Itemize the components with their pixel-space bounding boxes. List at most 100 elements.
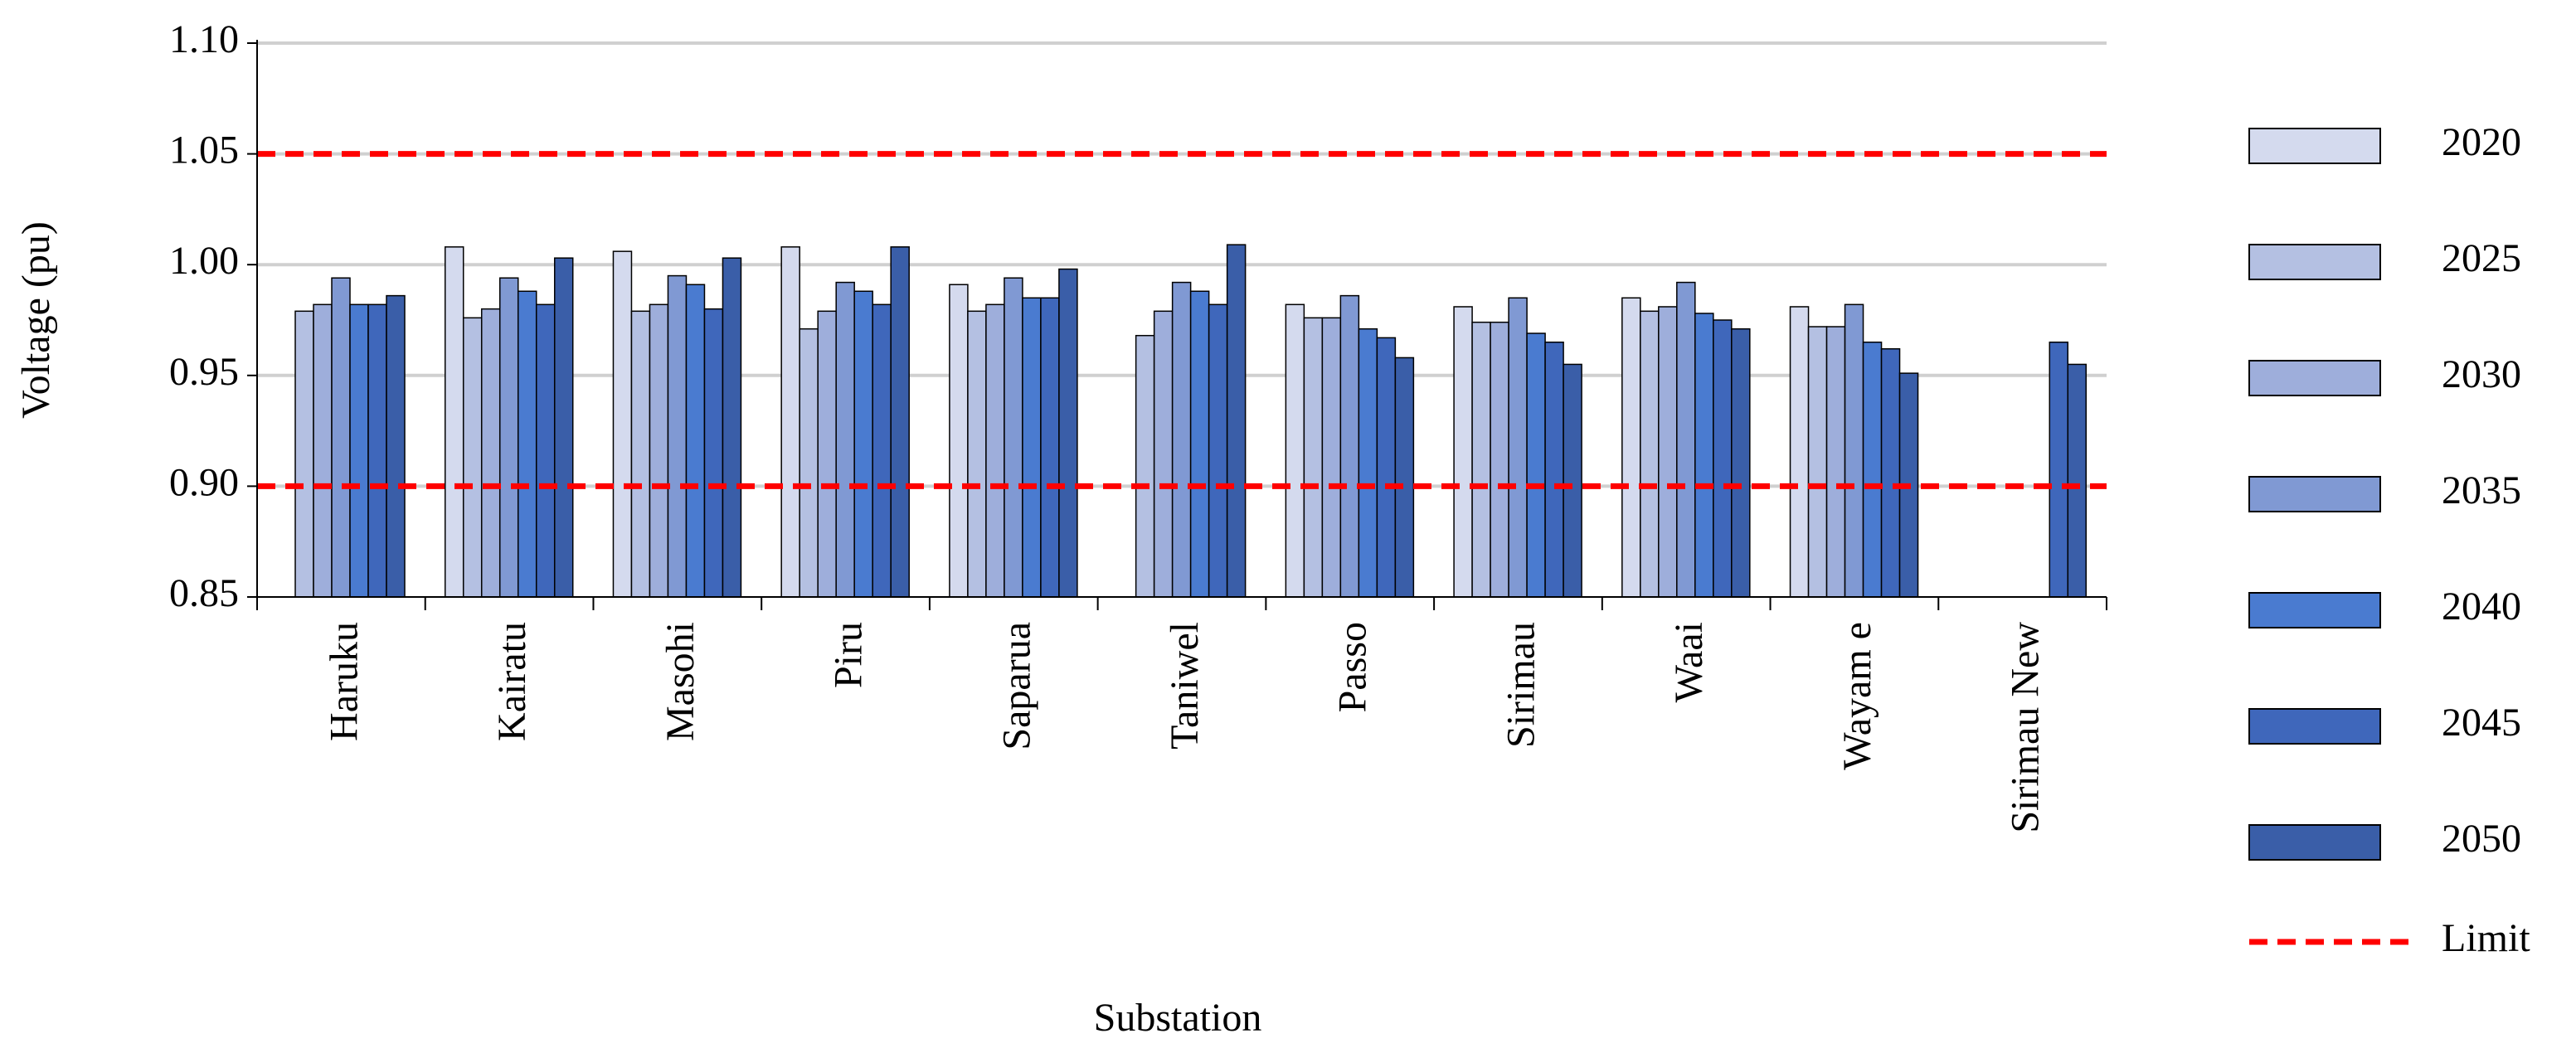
bar: [1640, 310, 1660, 598]
bar: [1658, 306, 1678, 598]
bar: [1844, 303, 1864, 598]
x-tick-label: Piru: [827, 622, 871, 688]
legend-swatch: [2248, 592, 2381, 628]
x-tick-label: Waai: [1667, 622, 1711, 702]
bar: [1189, 290, 1210, 598]
bar: [1394, 357, 1415, 598]
legend-label: 2025: [2442, 236, 2521, 280]
bar: [722, 257, 742, 598]
bar: [853, 290, 873, 598]
bar: [331, 277, 351, 598]
bar: [1135, 334, 1155, 598]
x-tick-label: Saparua: [994, 622, 1038, 750]
bar: [1544, 341, 1564, 598]
bar: [1676, 281, 1696, 598]
bar: [685, 284, 706, 598]
bar: [1731, 328, 1751, 598]
x-tick-label: Haruku: [322, 622, 366, 741]
bar: [1825, 326, 1846, 598]
y-tick-label: 0.90: [169, 460, 239, 504]
bar: [444, 246, 464, 598]
y-tick-label: 1.00: [169, 239, 239, 283]
legend-label: 2035: [2442, 468, 2521, 512]
bar: [1358, 328, 1378, 598]
y-tick-label: 1.05: [169, 129, 239, 172]
legend-swatch: [2248, 708, 2381, 745]
bar: [967, 310, 987, 598]
bar: [1004, 277, 1023, 598]
bar: [1862, 341, 1883, 598]
legend-label: 2050: [2442, 817, 2521, 861]
bar: [2067, 363, 2088, 598]
bar: [1040, 297, 1060, 598]
bar: [1376, 337, 1397, 598]
bar: [480, 308, 501, 598]
bar: [1789, 306, 1810, 598]
bar: [949, 284, 969, 598]
bar: [349, 303, 369, 598]
bar: [1807, 326, 1828, 598]
bar: [498, 277, 519, 598]
bar: [517, 290, 537, 598]
x-axis-title: Substation: [1094, 996, 1262, 1040]
bar: [649, 303, 669, 598]
bar: [799, 328, 819, 598]
x-tick-label: Passo: [1331, 622, 1375, 712]
legend-label: 2030: [2442, 352, 2521, 396]
legend-swatch: [2248, 128, 2381, 164]
bar: [1471, 321, 1491, 598]
bar: [2049, 341, 2069, 598]
y-tick-label: 1.10: [169, 17, 239, 61]
legend-label: 2040: [2442, 585, 2521, 628]
bar: [462, 317, 483, 598]
legend-label: Limit: [2442, 916, 2530, 960]
bar: [1058, 268, 1078, 598]
x-tick-label: Sirimau: [1499, 622, 1543, 748]
bar: [1022, 297, 1042, 598]
bar: [1713, 319, 1733, 598]
bar: [313, 303, 333, 598]
bar: [553, 257, 574, 598]
bar: [1880, 347, 1901, 598]
y-tick-label: 0.85: [169, 571, 239, 615]
bar: [386, 294, 406, 598]
bar: [872, 303, 892, 598]
bar: [1453, 306, 1473, 598]
bar: [780, 246, 800, 598]
x-tick-label: Taniwel: [1163, 622, 1207, 750]
x-tick-label: Kairatu: [490, 622, 534, 741]
legend-swatch: [2248, 360, 2381, 396]
bar: [1171, 281, 1192, 598]
bar: [667, 274, 688, 598]
legend-swatch: [2248, 244, 2381, 280]
bar: [612, 250, 633, 598]
bar: [367, 303, 387, 598]
bar: [835, 281, 855, 598]
bar: [1563, 363, 1582, 598]
bar: [985, 303, 1005, 598]
bar: [630, 310, 651, 598]
y-tick-label: 0.95: [169, 350, 239, 394]
bar: [1694, 313, 1714, 598]
bar: [294, 310, 314, 598]
x-tick-label: Masohi: [659, 622, 702, 741]
bar: [817, 310, 837, 598]
bar: [1321, 317, 1342, 598]
bar: [1285, 303, 1305, 598]
bar: [1490, 321, 1509, 598]
bar: [1208, 303, 1228, 598]
x-tick-label: Sirimau New: [2004, 622, 2048, 833]
bar: [1526, 332, 1546, 598]
x-tick-label: Wayam e: [1835, 622, 1879, 770]
bar: [1303, 317, 1324, 598]
bar: [1226, 244, 1247, 598]
bar: [890, 246, 910, 598]
bar: [1508, 297, 1528, 598]
bar: [1339, 294, 1360, 598]
bar: [535, 303, 556, 598]
bar: [703, 308, 724, 598]
legend-swatch: [2248, 824, 2381, 861]
legend-label: 2020: [2442, 120, 2521, 164]
legend-label: 2045: [2442, 701, 2521, 745]
